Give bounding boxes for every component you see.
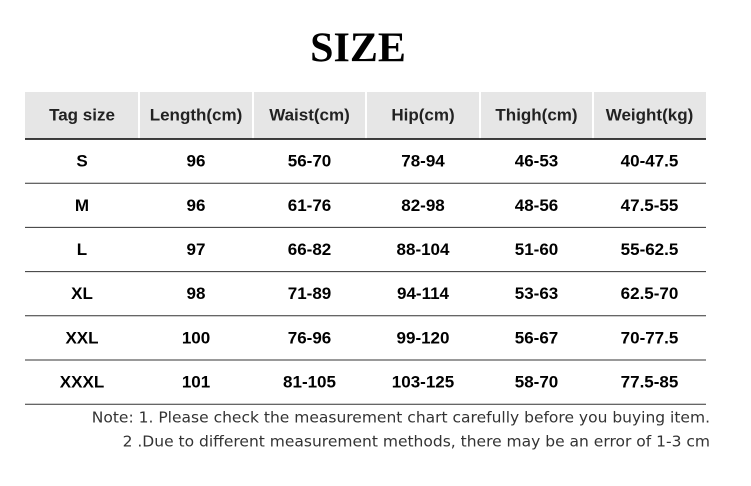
- table-cell: 100: [182, 328, 210, 347]
- header-cell: Length(cm): [150, 105, 243, 124]
- table-cell: 53-63: [515, 284, 558, 303]
- table-cell: 66-82: [288, 240, 331, 259]
- table-cell: 55-62.5: [621, 240, 679, 259]
- table-cell: 48-56: [515, 196, 558, 215]
- header-cell: Hip(cm): [391, 105, 454, 124]
- title: SIZE: [310, 26, 406, 72]
- note: 2 .Due to different measurement methods,…: [123, 433, 710, 451]
- table-cell: 97: [187, 240, 206, 259]
- table-cell: 99-120: [397, 328, 450, 347]
- table-cell: 56-70: [288, 152, 331, 171]
- table-cell: 51-60: [515, 240, 558, 259]
- table-cell: XXL: [65, 328, 98, 347]
- table-cell: 88-104: [397, 240, 450, 259]
- table-cell: 61-76: [288, 196, 331, 215]
- table-cell: 62.5-70: [621, 284, 679, 303]
- table-cell: 77.5-85: [621, 373, 679, 392]
- table-cell: 46-53: [515, 152, 558, 171]
- header-cell: Weight(kg): [606, 105, 694, 124]
- table-cell: 47.5-55: [621, 196, 679, 215]
- header-cell: Waist(cm): [269, 105, 350, 124]
- table-cell: 103-125: [392, 373, 454, 392]
- table-cell: 98: [187, 284, 206, 303]
- table-cell: 58-70: [515, 373, 558, 392]
- table-cell: 81-105: [283, 373, 336, 392]
- table-cell: 56-67: [515, 328, 558, 347]
- table-cell: 71-89: [288, 284, 331, 303]
- table-cell: XL: [71, 284, 93, 303]
- table-cell: 96: [187, 196, 206, 215]
- table-cell: 78-94: [401, 152, 445, 171]
- table-cell: S: [76, 152, 87, 171]
- table-cell: 94-114: [397, 284, 450, 303]
- table-cell: XXXL: [60, 373, 104, 392]
- table-cell: 96: [187, 152, 206, 171]
- header-cell: Tag size: [49, 105, 115, 124]
- table-cell: 76-96: [288, 328, 331, 347]
- table-cell: M: [75, 196, 89, 215]
- table-cell: 40-47.5: [621, 152, 679, 171]
- table-cell: L: [77, 240, 87, 259]
- table-cell: 82-98: [401, 196, 444, 215]
- table-cell: 70-77.5: [621, 328, 679, 347]
- header-cell: Thigh(cm): [495, 105, 577, 124]
- table-cell: 101: [182, 373, 210, 392]
- note: Note: 1. Please check the measurement ch…: [92, 409, 710, 427]
